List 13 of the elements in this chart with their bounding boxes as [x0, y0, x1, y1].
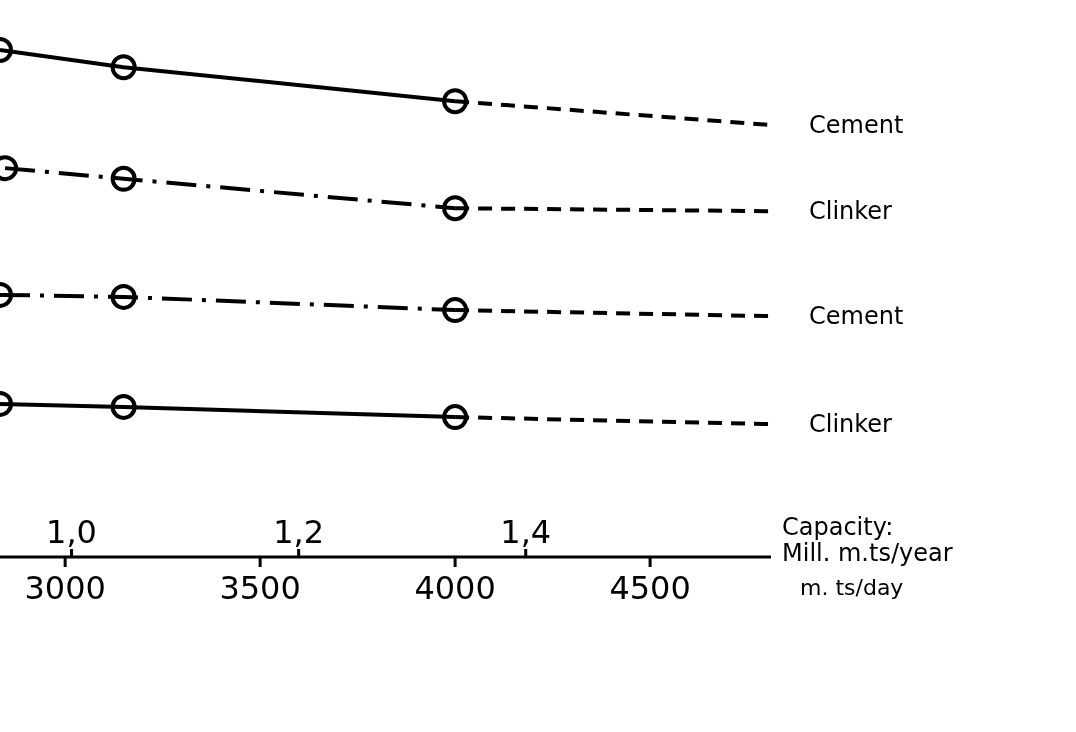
x2-tick-label: 1,0	[46, 513, 97, 551]
series-label: Clinker	[809, 197, 893, 226]
x2-tick-label: 1,2	[273, 513, 325, 551]
series-label: Clinker	[809, 410, 893, 439]
x2-tick-label: 1,4	[500, 513, 552, 551]
x-axis-title: m. ts/day	[800, 575, 904, 600]
series-label: Cement	[809, 302, 904, 331]
x-tick-label: 4500	[609, 569, 691, 607]
series-label: Cement	[809, 111, 904, 140]
x2-axis-title: Capacity: Mill. m.ts/year	[782, 513, 953, 567]
x-tick-label: 3500	[219, 569, 301, 607]
x-tick-label: 4000	[414, 569, 496, 607]
x-tick-label: 3000	[24, 569, 106, 607]
